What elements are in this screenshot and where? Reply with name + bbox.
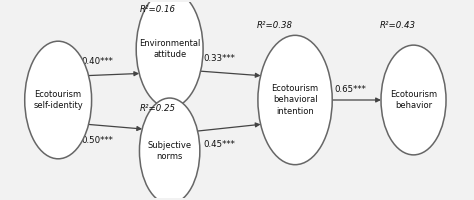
Text: 0.65***: 0.65*** (335, 85, 367, 94)
Ellipse shape (25, 41, 91, 159)
Ellipse shape (139, 98, 200, 200)
Text: 0.45***: 0.45*** (203, 140, 235, 149)
Text: R²=0.38: R²=0.38 (256, 21, 292, 30)
Text: R²=0.25: R²=0.25 (139, 104, 175, 113)
Ellipse shape (381, 45, 446, 155)
Ellipse shape (136, 0, 203, 108)
Text: Ecotourism
self-identity: Ecotourism self-identity (33, 90, 83, 110)
Text: 0.50***: 0.50*** (82, 136, 114, 145)
Text: Ecotourism
behavioral
intention: Ecotourism behavioral intention (272, 84, 319, 116)
Text: R²=0.43: R²=0.43 (380, 21, 416, 30)
Text: Environmental
attitude: Environmental attitude (139, 39, 201, 59)
Text: 0.40***: 0.40*** (82, 57, 114, 66)
Ellipse shape (258, 35, 332, 165)
Text: 0.33***: 0.33*** (203, 54, 235, 63)
Text: Ecotourism
behavior: Ecotourism behavior (390, 90, 437, 110)
Text: Subjective
norms: Subjective norms (147, 141, 191, 161)
Text: R²=0.16: R²=0.16 (139, 5, 175, 14)
